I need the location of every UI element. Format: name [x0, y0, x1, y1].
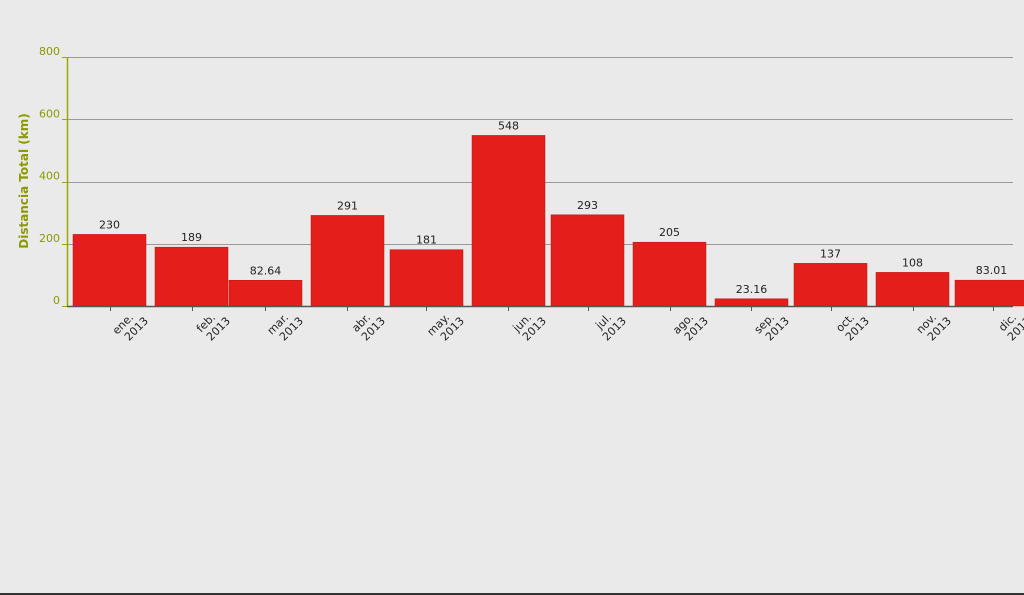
- y-tick-label: 400: [39, 170, 60, 183]
- data-label: 181: [416, 234, 437, 247]
- x-tick-label: oct.2013: [833, 311, 872, 344]
- x-tick-label: abr.2013: [349, 311, 388, 344]
- bar-jun: [471, 135, 546, 307]
- x-tick-label: feb.2013: [194, 311, 233, 344]
- bar-may: [389, 249, 464, 307]
- x-tick-label: nov.2013: [914, 311, 954, 344]
- bar-sep: [714, 298, 789, 307]
- x-tick-label: mar.2013: [265, 311, 306, 344]
- data-label: 82.64: [250, 264, 282, 277]
- x-tick-label: jun.2013: [510, 311, 549, 344]
- bottom-border: [0, 593, 1024, 595]
- bar-dic: [954, 279, 1024, 307]
- y-tick-label: 200: [39, 232, 60, 245]
- y-tick-label: 600: [39, 107, 60, 120]
- data-label: 230: [99, 218, 120, 231]
- x-tick-label: jul.2013: [592, 311, 628, 344]
- y-tick-labels: 0 200 400 600 800: [39, 45, 60, 307]
- data-label: 137: [820, 247, 841, 260]
- x-tick-label: ago.2013: [670, 311, 711, 344]
- data-label: 83.01: [976, 264, 1008, 277]
- bar-abr: [310, 215, 385, 307]
- data-label: 108: [902, 256, 923, 269]
- x-tick-labels: ene.2013 feb.2013 mar.2013 abr.2013 may.2013…: [110, 311, 1024, 344]
- data-label: 189: [181, 231, 202, 244]
- data-label: 23.16: [736, 283, 768, 296]
- x-tick-label: sep.2013: [752, 311, 792, 344]
- x-tick-label: may.2013: [425, 311, 467, 344]
- bar-ene: [72, 234, 147, 307]
- bar-mar: [228, 280, 303, 307]
- bars: [72, 135, 1024, 307]
- x-tick-label: dic.2013: [996, 311, 1024, 344]
- axes: [62, 57, 1013, 311]
- data-label: 548: [498, 119, 519, 132]
- y-tick-label: 800: [39, 45, 60, 58]
- y-tick-label: 0: [53, 294, 60, 307]
- y-axis-label: Distancia Total (km): [17, 113, 31, 249]
- bar-feb: [154, 246, 229, 307]
- data-label: 205: [659, 226, 680, 239]
- bar-oct: [793, 263, 868, 307]
- x-tick-label: ene.2013: [110, 311, 151, 344]
- data-label: 291: [337, 199, 358, 212]
- data-labels: 230 189 82.64 291 181 548 293 205 23.16 137 108 83.…: [99, 119, 1007, 295]
- bar-ago: [632, 241, 707, 307]
- data-label: 293: [577, 199, 598, 212]
- bar-jul: [550, 214, 625, 307]
- bar-nov: [875, 272, 950, 307]
